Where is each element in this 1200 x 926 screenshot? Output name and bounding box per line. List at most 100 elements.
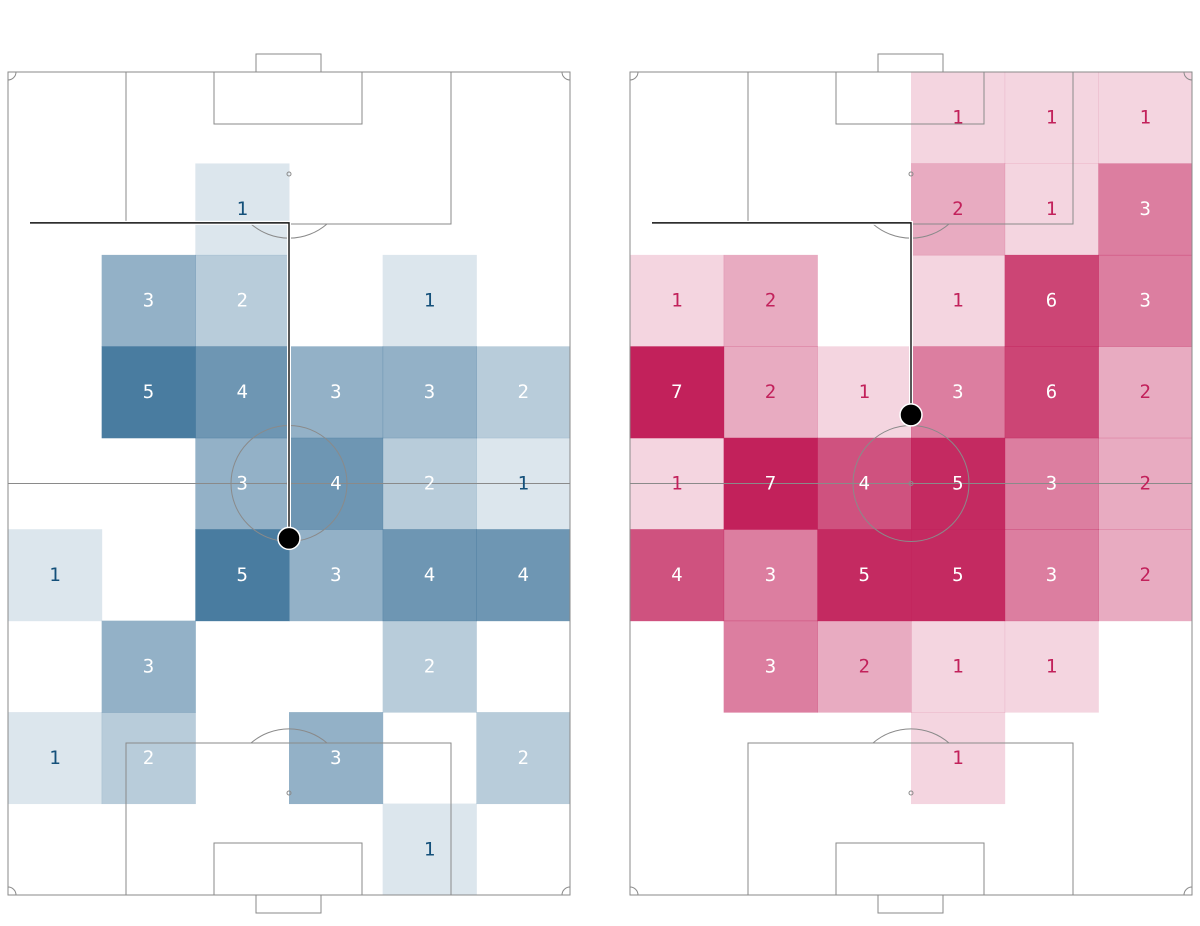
heat-cell xyxy=(817,346,912,439)
heat-cell xyxy=(1098,346,1193,439)
heat-cell xyxy=(723,254,818,347)
cell-count-label: 4 xyxy=(236,381,247,403)
cell-count-label: 3 xyxy=(236,473,247,495)
heat-cell xyxy=(289,346,384,439)
heat-cell xyxy=(723,620,818,713)
pitch-right: 1 1 1 2 1 3 1 2 1 6 3 7 2 1 3 6 2 1 7 4 5 3 2 4 3 5 5 3 2 3 2 1 1 1 xyxy=(629,53,1193,914)
heat-cell xyxy=(723,529,818,622)
cell-count-label: 4 xyxy=(671,564,682,586)
heat-cell xyxy=(1098,254,1193,347)
goal-top xyxy=(877,53,944,73)
corner-arc xyxy=(629,71,639,81)
corner-arc xyxy=(561,71,571,81)
heat-cell xyxy=(195,254,290,347)
heat-cell xyxy=(289,529,384,622)
heat-cell xyxy=(101,254,196,347)
heat-cell xyxy=(817,529,912,622)
cell-count-label: 3 xyxy=(952,381,963,403)
cell-count-label: 3 xyxy=(1139,198,1150,220)
cell-count-label: 7 xyxy=(671,381,682,403)
cell-count-label: 1 xyxy=(858,381,869,403)
cell-count-label: 2 xyxy=(1139,381,1150,403)
average-position-marker xyxy=(277,526,301,551)
corner-arc xyxy=(1183,71,1193,81)
cell-count-label: 4 xyxy=(424,564,435,586)
cell-count-label: 1 xyxy=(1046,655,1057,677)
heat-cell xyxy=(911,620,1006,713)
centre-spot xyxy=(908,481,914,486)
heat-cell xyxy=(101,620,196,713)
heat-cell xyxy=(630,529,725,622)
cell-count-label: 2 xyxy=(765,381,776,403)
heat-cell xyxy=(911,254,1006,347)
cell-count-label: 3 xyxy=(330,381,341,403)
heat-cell xyxy=(911,712,1006,805)
heat-cell xyxy=(289,712,384,805)
cell-count-label: 6 xyxy=(1046,381,1057,403)
heat-cell xyxy=(1004,529,1099,622)
corner-arc xyxy=(7,886,17,896)
cell-count-label: 2 xyxy=(424,655,435,677)
penalty-spot-bottom xyxy=(286,790,292,796)
cell-count-label: 1 xyxy=(952,290,963,312)
cell-count-label: 1 xyxy=(952,747,963,769)
cell-count-label: 1 xyxy=(1139,107,1150,129)
corner-arc xyxy=(629,886,639,896)
cell-count-label: 2 xyxy=(236,290,247,312)
heat-cell xyxy=(630,346,725,439)
cell-count-label: 2 xyxy=(517,381,528,403)
goal-bottom xyxy=(877,894,944,914)
cell-count-label: 1 xyxy=(236,198,247,220)
cell-count-label: 3 xyxy=(765,564,776,586)
cell-count-label: 3 xyxy=(765,655,776,677)
goal-top xyxy=(255,53,322,73)
heat-cell xyxy=(1098,163,1193,256)
heat-cell xyxy=(1004,254,1099,347)
pitch-left: 1 3 2 1 5 4 3 3 2 3 4 2 1 1 5 3 4 4 3 2 1 2 3 2 1 xyxy=(7,53,571,914)
heat-cell xyxy=(382,803,477,896)
cell-count-label: 1 xyxy=(49,747,60,769)
heat-cell xyxy=(8,529,103,622)
cell-count-label: 1 xyxy=(952,107,963,129)
heat-cell xyxy=(101,346,196,439)
cell-count-label: 2 xyxy=(517,747,528,769)
cell-count-label: 1 xyxy=(424,838,435,860)
heat-cell xyxy=(382,254,477,347)
penalty-spot-bottom xyxy=(908,790,914,796)
heat-cell xyxy=(1098,72,1193,164)
cell-count-label: 2 xyxy=(1139,473,1150,495)
cell-count-label: 1 xyxy=(49,564,60,586)
cell-count-label: 3 xyxy=(143,655,154,677)
corner-arc xyxy=(561,886,571,896)
penalty-area-bottom xyxy=(747,742,1074,896)
heat-cell xyxy=(1004,620,1099,713)
cell-count-label: 4 xyxy=(858,473,869,495)
average-position-marker xyxy=(899,403,923,427)
cell-count-label: 2 xyxy=(952,198,963,220)
annotation-line xyxy=(652,222,912,415)
heat-cell xyxy=(195,163,290,256)
heat-cell xyxy=(382,620,477,713)
cell-count-label: 1 xyxy=(952,655,963,677)
heat-cell xyxy=(476,346,571,439)
cell-count-label: 1 xyxy=(1046,198,1057,220)
cell-count-label: 3 xyxy=(1139,290,1150,312)
heat-cell xyxy=(195,529,290,622)
cell-count-label: 6 xyxy=(1046,290,1057,312)
goal-area-bottom xyxy=(213,842,363,896)
heat-cell xyxy=(476,529,571,622)
cell-count-label: 5 xyxy=(858,564,869,586)
cell-count-label: 2 xyxy=(765,290,776,312)
cell-count-label: 5 xyxy=(143,381,154,403)
cell-count-label: 3 xyxy=(330,747,341,769)
cell-count-label: 7 xyxy=(765,473,776,495)
cell-count-label: 1 xyxy=(517,473,528,495)
cell-count-label: 3 xyxy=(1046,564,1057,586)
goal-bottom xyxy=(255,894,322,914)
heat-cell xyxy=(476,712,571,805)
heat-cell xyxy=(195,346,290,439)
cell-count-label: 1 xyxy=(671,290,682,312)
cell-count-label: 2 xyxy=(1139,564,1150,586)
corner-arc xyxy=(1183,886,1193,896)
cell-count-label: 1 xyxy=(1046,107,1057,129)
